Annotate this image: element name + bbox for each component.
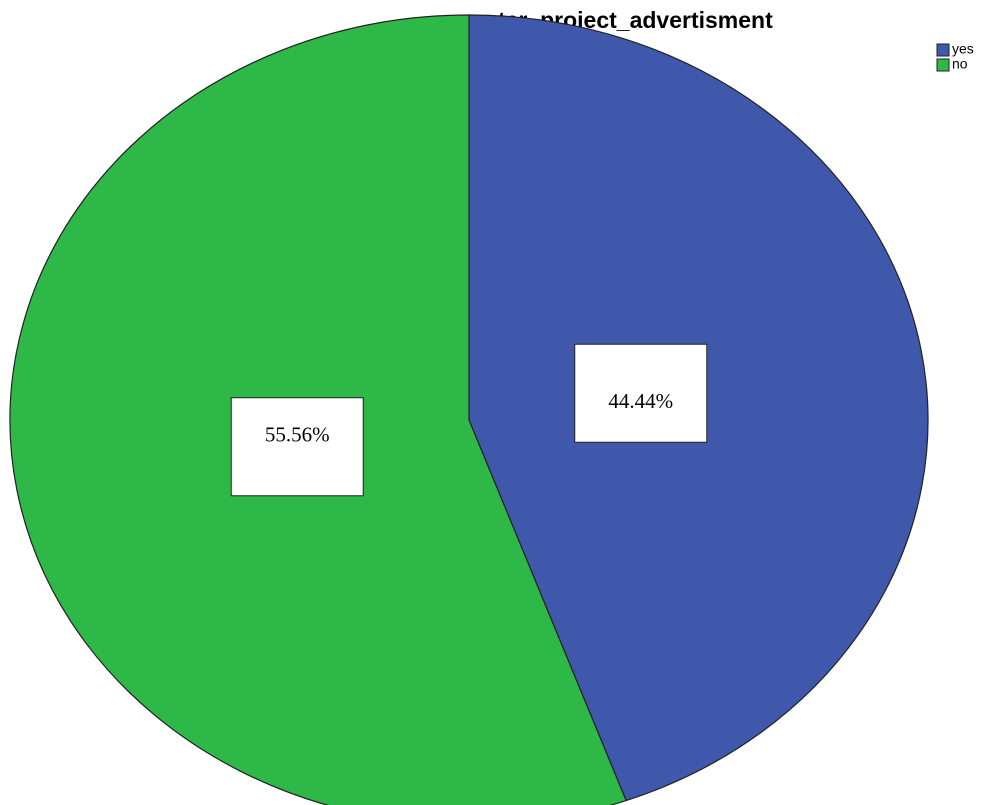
value-label: 44.44% bbox=[608, 389, 673, 413]
legend-swatch bbox=[936, 43, 950, 57]
legend-swatch bbox=[936, 58, 950, 72]
legend-label: no bbox=[952, 56, 968, 72]
value-label: 55.56% bbox=[265, 423, 330, 447]
legend-label: yes bbox=[952, 41, 974, 57]
value-label-box bbox=[230, 397, 364, 497]
value-label-box bbox=[574, 343, 708, 443]
